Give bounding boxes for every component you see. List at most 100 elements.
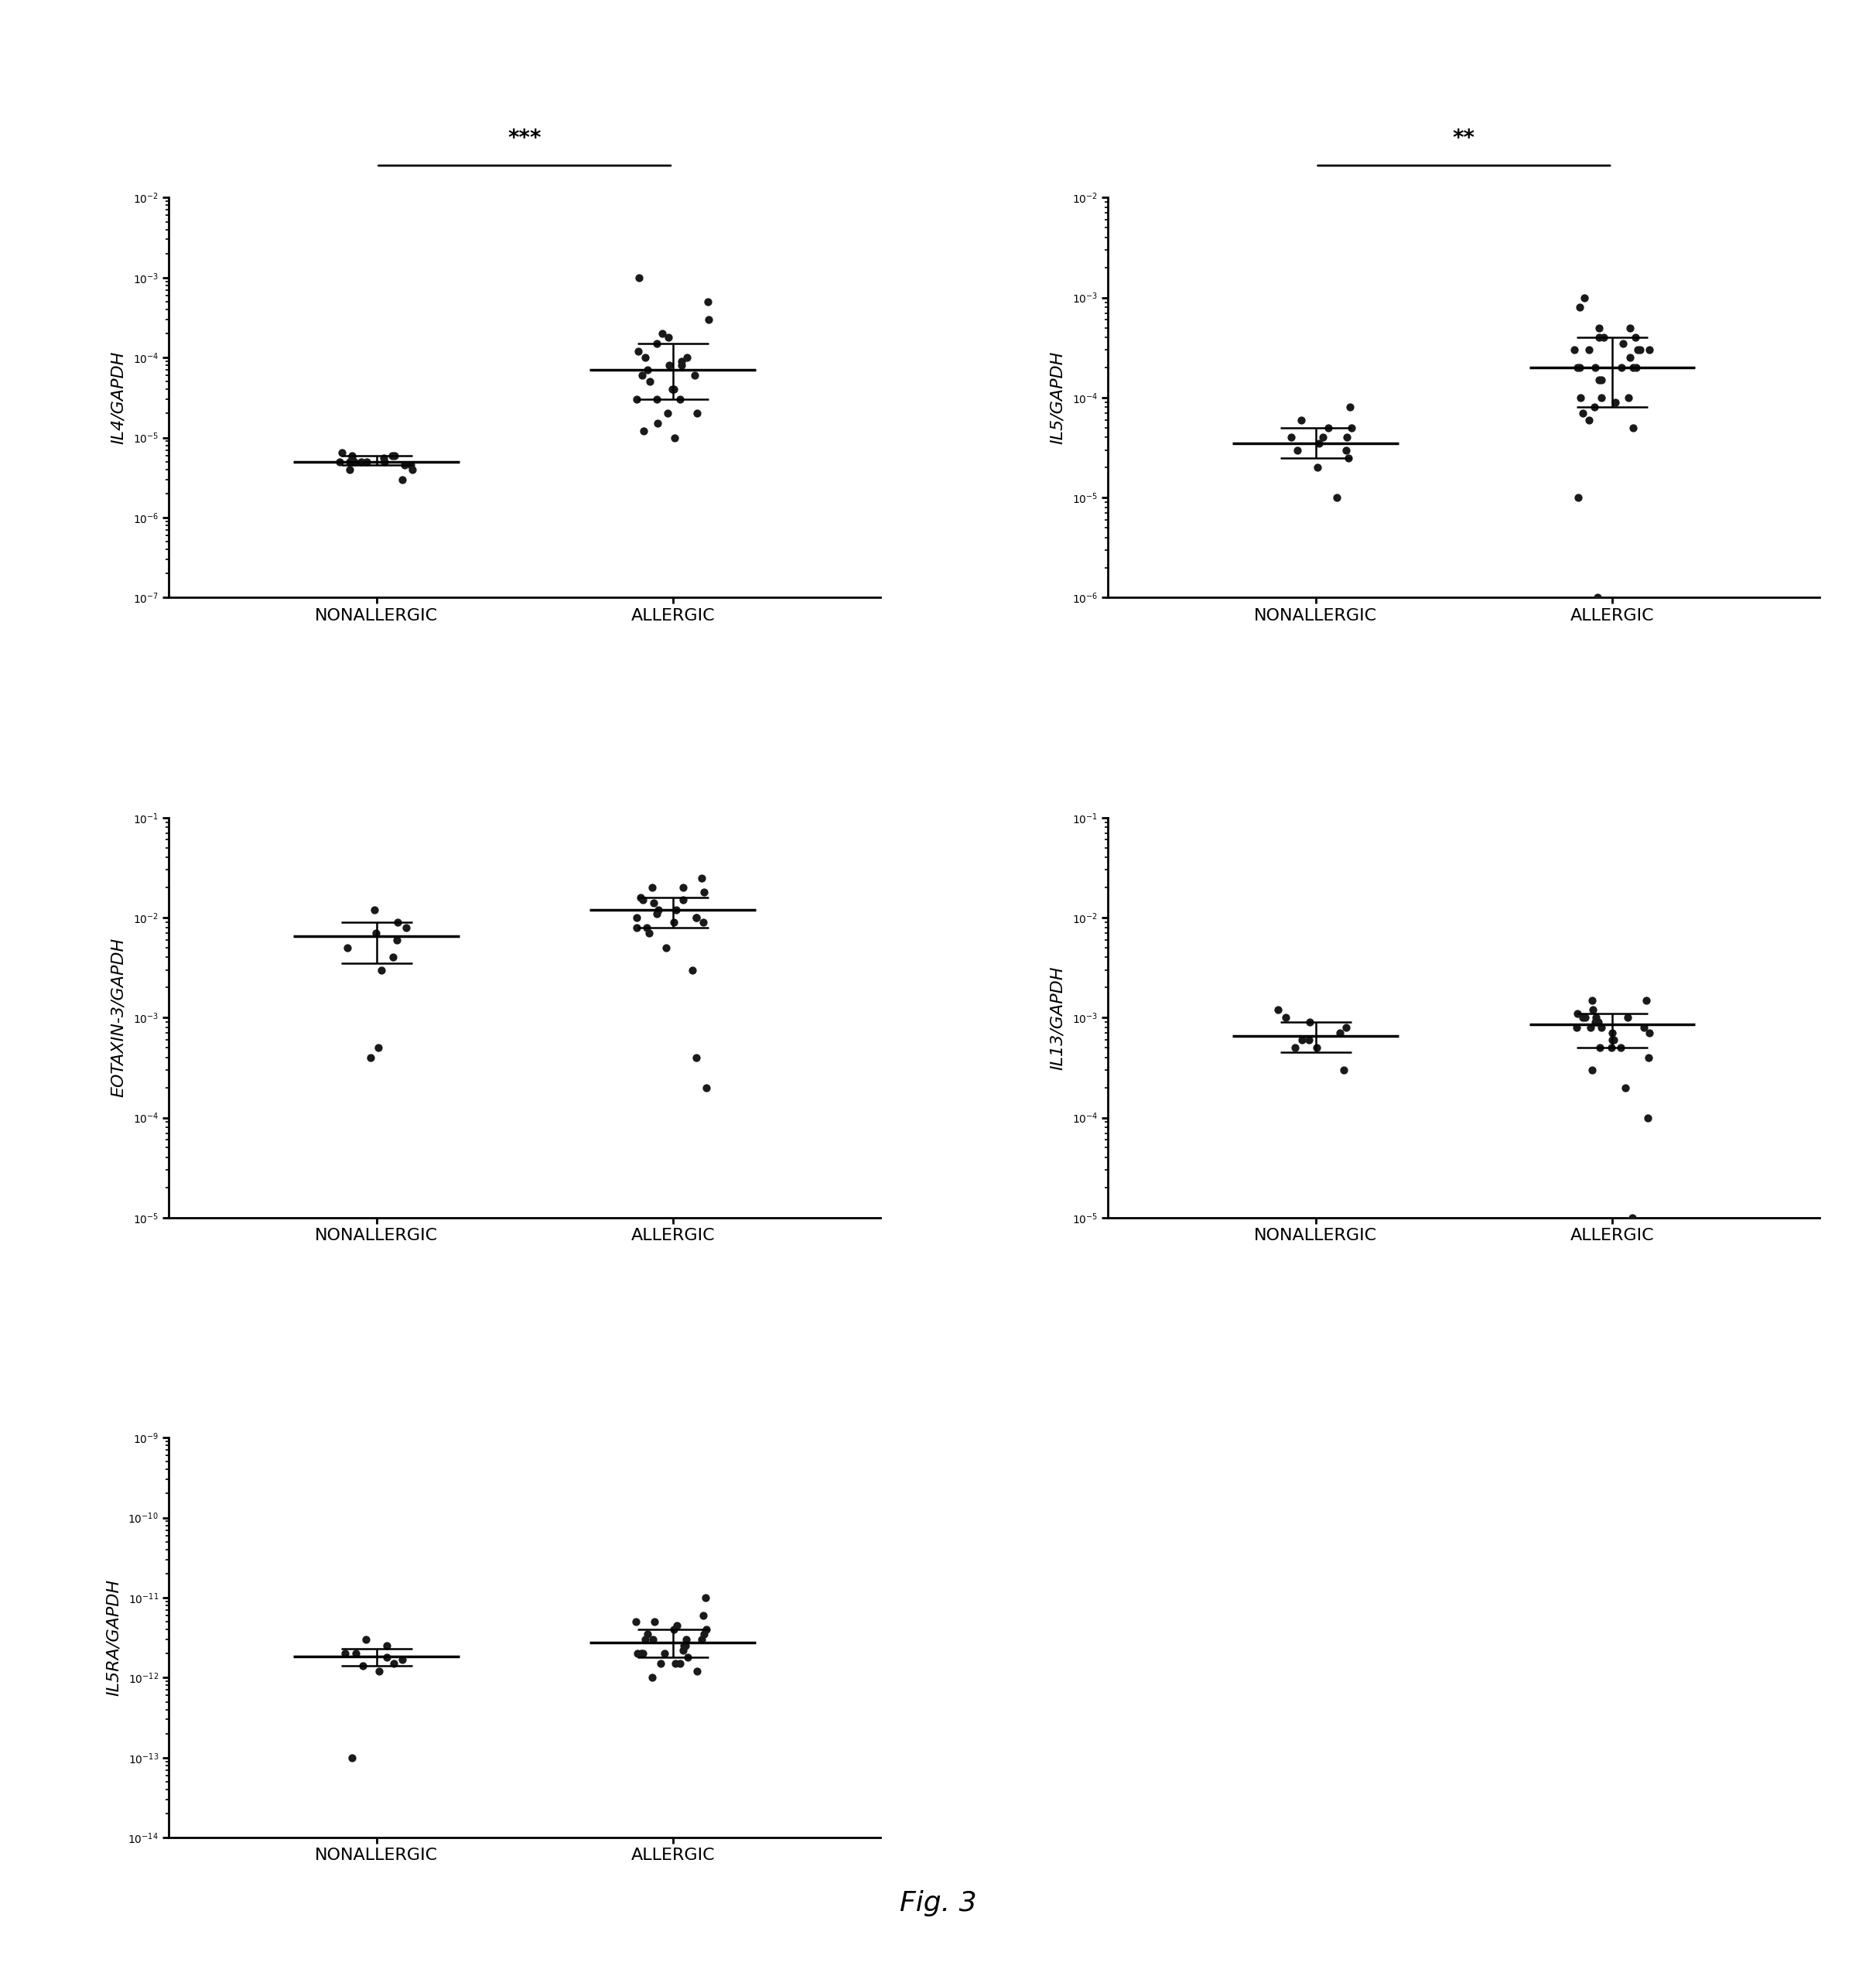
Point: [664, 383, 694, 415]
Point: [623, 383, 653, 415]
Point: [636, 1662, 666, 1693]
Point: [683, 1656, 713, 1688]
Point: [1565, 352, 1595, 383]
Point: [632, 354, 662, 385]
Point: [1565, 381, 1595, 413]
Point: [370, 447, 400, 478]
Point: [1585, 364, 1615, 395]
Point: [1619, 352, 1649, 383]
Point: [383, 907, 413, 939]
Point: [681, 901, 711, 933]
Point: [1628, 1012, 1658, 1043]
Point: [1583, 322, 1613, 354]
Point: [640, 1606, 670, 1638]
Point: [623, 336, 653, 368]
Point: [645, 1648, 675, 1680]
Point: [1621, 352, 1651, 383]
Point: [670, 1630, 700, 1662]
Point: [1621, 322, 1651, 354]
Point: [672, 342, 702, 373]
Y-axis label: IL4/GAPDH: IL4/GAPDH: [111, 352, 126, 445]
Point: [1608, 328, 1638, 360]
Point: [360, 917, 390, 948]
Point: [1581, 1002, 1611, 1033]
Point: [647, 318, 677, 350]
Point: [662, 1610, 692, 1642]
Point: [653, 322, 683, 354]
Point: [658, 373, 688, 405]
Point: [668, 883, 698, 915]
Point: [1623, 334, 1653, 366]
Point: [1634, 1041, 1664, 1073]
Point: [638, 887, 668, 919]
Point: [1625, 334, 1655, 366]
Point: [1570, 1002, 1600, 1033]
Point: [347, 447, 377, 478]
Point: [340, 447, 370, 478]
Point: [370, 443, 400, 474]
Point: [1634, 334, 1664, 366]
Point: [643, 893, 673, 925]
Point: [366, 954, 396, 986]
Point: [1576, 1012, 1606, 1043]
Point: [1578, 984, 1608, 1016]
Point: [1610, 1071, 1640, 1103]
Point: [326, 437, 356, 468]
Point: [681, 901, 711, 933]
Point: [1563, 352, 1593, 383]
Point: [1613, 1002, 1643, 1033]
Point: [1606, 1031, 1636, 1063]
Point: [651, 933, 681, 964]
Y-axis label: EOTAXIN-3/GAPDH: EOTAXIN-3/GAPDH: [111, 939, 126, 1097]
Point: [628, 415, 658, 447]
Point: [660, 893, 690, 925]
Point: [338, 1743, 368, 1774]
Text: Fig. 3: Fig. 3: [899, 1891, 977, 1917]
Point: [627, 1638, 657, 1670]
Point: [1568, 397, 1598, 429]
Point: [1598, 1024, 1628, 1055]
Point: [1281, 435, 1311, 466]
Point: [1561, 1012, 1591, 1043]
Point: [642, 897, 672, 929]
Point: [694, 304, 724, 336]
Point: [1587, 1012, 1617, 1043]
Point: [1304, 427, 1334, 458]
Point: [625, 881, 655, 913]
Point: [627, 360, 657, 391]
Point: [649, 1638, 679, 1670]
Point: [1578, 1053, 1608, 1085]
Point: [668, 871, 698, 903]
Point: [1632, 1103, 1662, 1134]
Point: [1565, 292, 1595, 324]
Point: [1580, 352, 1610, 383]
Point: [623, 1638, 653, 1670]
Point: [643, 407, 673, 439]
Point: [381, 925, 411, 956]
Point: [1568, 1002, 1598, 1033]
Point: [1632, 984, 1662, 1016]
Point: [632, 911, 662, 943]
Point: [332, 933, 362, 964]
Point: [1302, 1031, 1332, 1063]
Point: [632, 1618, 662, 1650]
Point: [634, 366, 664, 397]
Point: [398, 454, 428, 486]
Point: [1332, 1012, 1362, 1043]
Point: [668, 1634, 698, 1666]
Point: [621, 1606, 651, 1638]
Point: [1580, 391, 1610, 423]
Point: [687, 862, 717, 893]
Point: [658, 1614, 688, 1646]
Point: [638, 1624, 668, 1656]
Point: [638, 871, 668, 903]
Point: [621, 911, 651, 943]
Point: [681, 1041, 711, 1073]
Point: [658, 907, 688, 939]
Point: [334, 447, 364, 478]
Point: [630, 342, 660, 373]
Point: [692, 1614, 722, 1646]
Point: [670, 1630, 700, 1662]
Point: [1334, 391, 1364, 423]
Point: [379, 439, 409, 470]
